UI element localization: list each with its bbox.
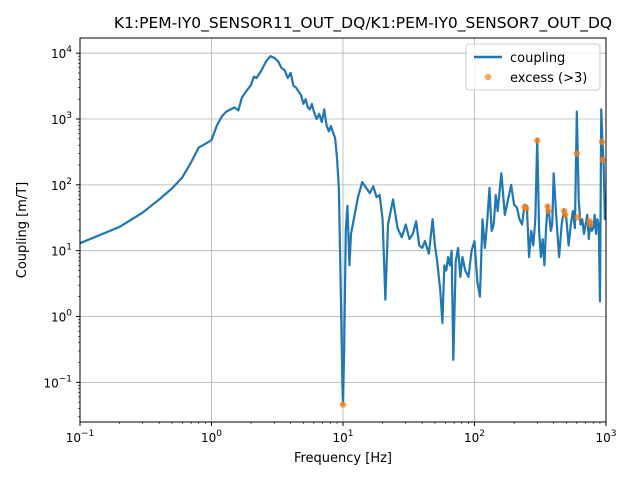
excess-point [599,156,606,164]
excess-point [545,207,552,215]
legend-excess-label: excess (>3) [510,71,587,86]
x-tick-label: 100 [201,429,222,445]
y-tick-exp: 3 [66,111,72,121]
y-tick-label: 102 [51,177,72,193]
x-tick-exp: 1 [348,429,354,439]
y-tick-base: 10 [43,376,58,390]
y-tick-base: 10 [51,179,66,193]
legend-box [465,43,601,91]
x-tick-base: 10 [201,431,216,445]
y-tick-exp: 0 [66,309,72,319]
x-tick-exp: 0 [216,429,222,439]
excess-point [534,137,541,144]
excess-point [523,205,530,212]
y-tick-exp: −1 [59,374,72,384]
legend-coupling-label: coupling [510,51,565,66]
excess-point [574,214,581,221]
y-tick-exp: 2 [66,177,72,187]
y-tick-base: 10 [51,245,66,259]
y-tick-base: 10 [51,311,66,325]
y-tick-label: 103 [51,111,72,127]
x-tick-label: 102 [464,429,485,445]
excess-point [587,221,594,228]
x-tick-base: 10 [464,431,479,445]
plot-area [80,55,606,408]
x-axis-label: Frequency [Hz] [294,451,392,466]
excess-point [573,150,581,157]
excess-point [339,401,347,408]
x-tick-label: 10−1 [66,429,95,445]
excess-point [598,138,606,146]
y-tick-base: 10 [51,47,66,61]
excess-point [562,211,569,219]
y-tick-label: 10−1 [43,374,72,390]
y-axis-label: Coupling [m/T] [15,182,30,279]
x-tick-label: 101 [332,429,353,445]
x-tick-label: 103 [595,429,616,445]
y-tick-label: 104 [51,45,72,61]
legend-excess-swatch [484,73,492,81]
x-tick-base: 10 [595,431,610,445]
y-tick-base: 10 [51,113,66,127]
y-tick-exp: 4 [66,45,72,55]
legend: coupling excess (>3) [465,43,601,91]
chart-title: K1:PEM-IY0_SENSOR11_OUT_DQ/K1:PEM-IY0_SE… [114,14,612,33]
series-coupling-line [80,55,606,406]
y-tick-exp: 1 [66,243,72,253]
y-tick-label: 100 [51,309,72,325]
x-tick-base: 10 [332,431,347,445]
x-tick-exp: 3 [611,429,617,439]
x-tick-exp: −1 [81,429,94,439]
y-tick-label: 101 [51,243,72,259]
x-tick-exp: 2 [479,429,485,439]
x-tick-base: 10 [66,431,81,445]
